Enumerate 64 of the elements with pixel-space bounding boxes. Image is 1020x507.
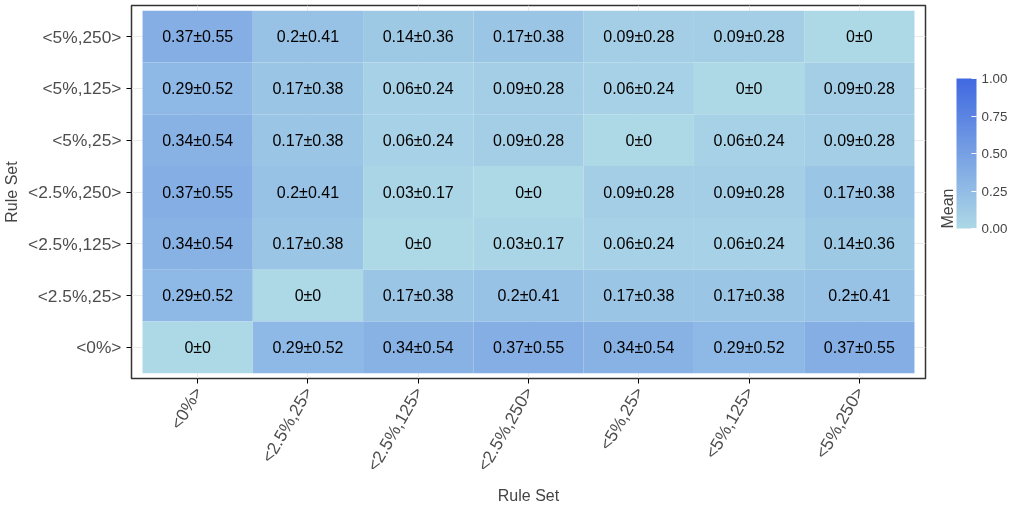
data-label: 0.09±0.28: [603, 28, 675, 46]
color-bar-label: 0.00: [981, 221, 1008, 236]
data-label: 0.09±0.28: [492, 131, 565, 149]
data-label: 0.03±0.17: [492, 235, 565, 253]
data-label: 0.17±0.38: [603, 287, 675, 305]
y-tick-label: <2.5%,25>: [37, 285, 122, 306]
data-label: 0.37±0.55: [492, 338, 565, 356]
data-label: 0±0: [846, 28, 873, 46]
data-label: 0.2±0.41: [276, 28, 340, 46]
data-label: 0.09±0.28: [713, 183, 785, 201]
data-label: 0.29±0.52: [162, 79, 234, 97]
data-label: 0.37±0.55: [823, 338, 895, 356]
data-label: 0.03±0.17: [382, 183, 454, 201]
y-axis-title: Rule Set: [3, 160, 21, 223]
data-label: 0.29±0.52: [162, 287, 234, 305]
legend-title: Mean: [938, 188, 956, 229]
y-tick-label: <2.5%,250>: [28, 182, 122, 202]
x-axis-title: Rule Set: [497, 487, 560, 505]
data-label: 0.2±0.41: [828, 287, 891, 305]
data-label: 0.17±0.38: [713, 287, 785, 305]
data-label: 0.2±0.41: [497, 287, 560, 305]
y-tick-label: <5%,125>: [42, 78, 122, 99]
color-bar-label: 1.00: [981, 71, 1008, 86]
data-label: 0.37±0.55: [162, 28, 234, 46]
data-label: 0.09±0.28: [823, 79, 895, 97]
y-tick-label: <2.5%,125>: [28, 233, 122, 254]
data-label: 0.29±0.52: [713, 338, 785, 356]
data-label: 0.09±0.28: [603, 183, 675, 201]
data-label: 0±0: [294, 287, 322, 305]
data-label: 0.14±0.36: [382, 28, 454, 46]
data-label: 0.06±0.24: [713, 235, 785, 253]
data-label: 0.17±0.38: [272, 79, 344, 97]
data-label: 0.29±0.52: [272, 338, 344, 356]
data-label: 0.17±0.38: [272, 235, 344, 253]
data-label: 0.34±0.54: [162, 235, 234, 253]
data-label: 0.17±0.38: [382, 287, 454, 305]
data-label: 0.2±0.41: [276, 183, 340, 201]
color-bar-label: 0.50: [981, 146, 1008, 161]
data-label: 0.17±0.38: [272, 131, 344, 149]
data-label: 0±0: [625, 131, 653, 149]
data-label: 0.37±0.55: [162, 183, 234, 201]
data-label: 0±0: [184, 338, 212, 356]
data-label: 0.06±0.24: [603, 79, 675, 97]
data-label: 0.09±0.28: [492, 79, 565, 97]
data-label: 0±0: [515, 183, 542, 201]
color-bar-label: 0.75: [981, 108, 1008, 124]
data-label: 0.09±0.28: [713, 28, 785, 46]
data-label: 0.06±0.24: [382, 131, 454, 149]
y-tick-label: <5%,25>: [52, 130, 122, 151]
data-label: 0.06±0.24: [382, 79, 454, 97]
data-label: 0.09±0.28: [823, 131, 895, 149]
data-label: 0.14±0.36: [823, 235, 895, 253]
data-label: 0.34±0.54: [162, 131, 234, 149]
data-label: 0.17±0.38: [492, 28, 565, 46]
color-bar-label: 0.25: [981, 183, 1008, 199]
data-label: 0±0: [735, 79, 763, 97]
data-label: 0.06±0.24: [603, 235, 675, 253]
y-tick-label: <5%,250>: [42, 26, 122, 47]
data-label: 0.17±0.38: [823, 183, 895, 201]
data-label: 0.34±0.54: [382, 338, 454, 356]
data-label: 0.06±0.24: [713, 131, 785, 149]
data-label: 0.34±0.54: [603, 338, 675, 356]
y-tick-label: <0%>: [76, 337, 122, 358]
data-label: 0±0: [404, 235, 432, 253]
